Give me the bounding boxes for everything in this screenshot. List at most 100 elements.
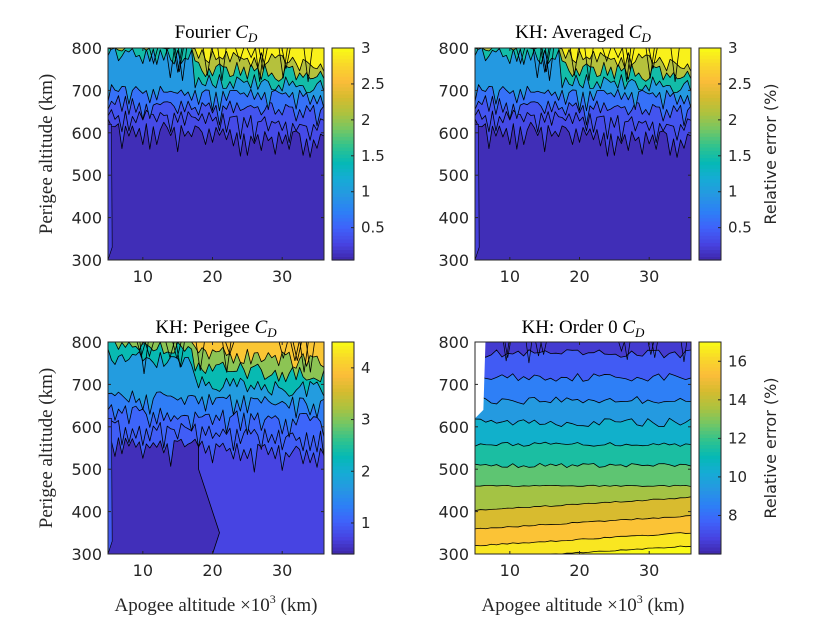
contour-line [139, 342, 149, 375]
colorbar-segment [699, 221, 721, 226]
colorbar-segment [332, 125, 354, 130]
contour-line [246, 48, 256, 59]
colorbar-segment [332, 426, 354, 431]
colorbar-tick-label: 10 [728, 468, 747, 486]
contour-line [569, 48, 579, 76]
y-tick-label: 800 [438, 333, 469, 352]
contour-line [305, 342, 315, 373]
contour-line [541, 48, 551, 73]
colorbar-segment [699, 214, 721, 219]
colorbar: 1 2 3 4 [331, 341, 371, 555]
colorbar-segment [332, 458, 354, 463]
y-axis-label: Perigee altitude (km) [36, 74, 57, 234]
colorbar-segment [332, 525, 354, 530]
edge-region [475, 342, 486, 419]
colorbar-tick-label: 0.5 [728, 219, 752, 237]
contour-line [303, 48, 313, 82]
colorbar-segment [332, 352, 354, 357]
contour-line [278, 48, 288, 79]
colorbar-segment [699, 402, 721, 407]
colorbar-segment [699, 231, 721, 236]
colorbar-segment [699, 129, 721, 134]
x-tick-label: 10 [500, 561, 520, 580]
colorbar-segment [332, 86, 354, 91]
contour-line [525, 342, 533, 364]
colorbar-segment [332, 178, 354, 183]
y-tick-label: 600 [438, 418, 469, 437]
colorbar-segment [699, 83, 721, 88]
colorbar-segment [699, 196, 721, 201]
colorbar-segment [699, 101, 721, 106]
colorbar-segment [332, 65, 354, 70]
colorbar-segment [699, 175, 721, 180]
contour-line [475, 515, 691, 530]
colorbar-segment [332, 387, 354, 393]
colorbar-segment [699, 518, 721, 523]
colorbar-segment [332, 72, 354, 77]
contour-line [680, 342, 688, 363]
colorbar-segment [699, 108, 721, 113]
colorbar-segment [332, 90, 354, 95]
contour-line [504, 342, 511, 358]
colorbar-segment [699, 550, 721, 555]
colorbar-segment [332, 62, 354, 67]
contour-line [584, 48, 594, 81]
contour-line [258, 48, 268, 70]
axis-ticks: 10 20 30 300 400 500 600 700 800 [71, 39, 324, 286]
colorbar-segment [332, 536, 354, 541]
colorbar-segment [332, 221, 354, 226]
colorbar-tick-label: 12 [728, 429, 747, 447]
colorbar-segment [332, 203, 354, 208]
contour-band [475, 48, 691, 72]
contour-line [136, 342, 146, 358]
colorbar-segment [332, 58, 354, 63]
colorbar-segment [332, 224, 354, 229]
colorbar-segment [699, 189, 721, 194]
colorbar-segment [699, 146, 721, 152]
panel-title: KH: Averaged CD [515, 22, 651, 45]
colorbar-segment [699, 462, 721, 467]
contour-line [475, 532, 691, 547]
y-tick-label: 700 [438, 375, 469, 394]
panel-kh-perigee: KH: Perigee CD 10 20 30300400500600700800 … [36, 317, 371, 616]
colorbar: 8 10 12 14 16 [698, 341, 747, 555]
colorbar-segment [332, 515, 354, 520]
colorbar-segment [699, 143, 721, 148]
colorbar-tick-label: 1 [361, 514, 371, 532]
colorbar-segment [332, 444, 354, 449]
colorbar-segment [699, 543, 721, 548]
colorbar-segment [332, 228, 354, 233]
colorbar-segment [699, 451, 721, 456]
colorbar-segment [699, 115, 721, 120]
contour-line [475, 462, 691, 469]
contour-line [177, 48, 188, 81]
contour-line [535, 342, 542, 357]
axes-box [107, 341, 325, 555]
colorbar-tick-label: 1 [728, 183, 738, 201]
colorbar-segment [699, 86, 721, 91]
colorbar-segment [332, 83, 354, 88]
colorbar-segment [332, 55, 354, 60]
colorbar-segment [332, 249, 354, 254]
colorbar-segment [332, 532, 354, 537]
colorbar-segment [332, 363, 354, 368]
colorbar-segment [332, 416, 354, 421]
contour-line [475, 417, 691, 428]
colorbar-segment [332, 111, 354, 116]
colorbar-segment [699, 242, 721, 247]
colorbar-segment [699, 472, 721, 477]
colorbar-segment [332, 199, 354, 205]
colorbar-segment [332, 370, 354, 375]
colorbar-segment [332, 349, 354, 354]
colorbar-segment [332, 433, 354, 438]
colorbar-segment [699, 370, 721, 375]
colorbar-segment [332, 522, 354, 527]
colorbar-segment [699, 185, 721, 190]
colorbar-segment [332, 423, 354, 428]
colorbar-segment [699, 416, 721, 421]
colorbar-segment [699, 522, 721, 527]
colorbar-segment [332, 405, 354, 410]
contour-line [540, 342, 547, 355]
y-tick-label: 700 [71, 81, 102, 100]
colorbar-segment [699, 465, 721, 470]
